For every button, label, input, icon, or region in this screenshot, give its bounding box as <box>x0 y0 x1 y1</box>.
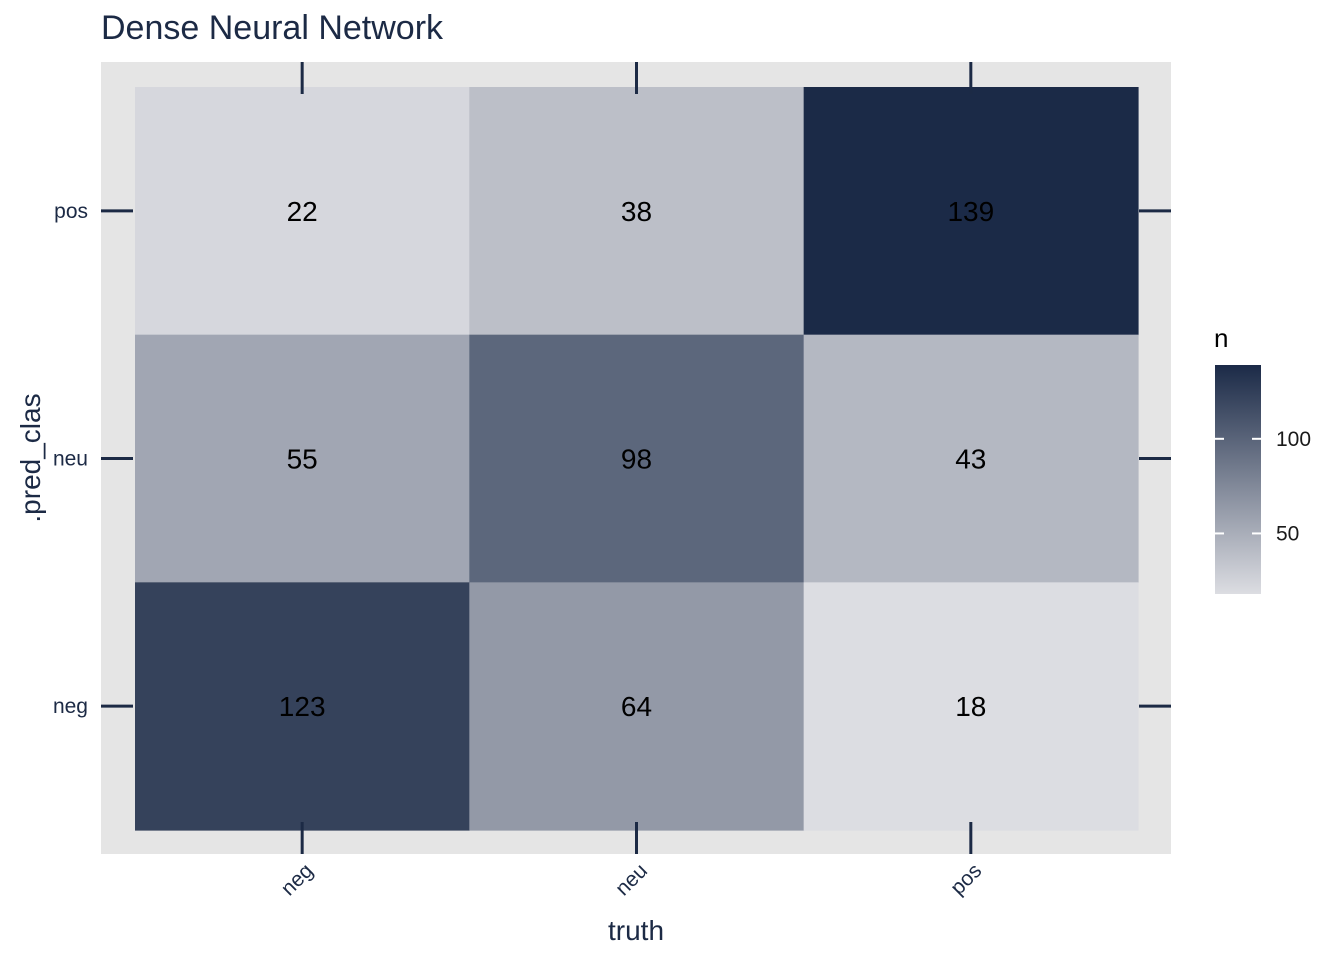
chart-title: Dense Neural Network <box>101 9 444 47</box>
cell-value-label: 38 <box>621 196 652 227</box>
heatmap-cell <box>135 582 470 831</box>
x-axis-title: truth <box>608 915 664 946</box>
cell-value-label: 139 <box>947 196 994 227</box>
cell-value-label: 18 <box>955 691 986 722</box>
x-tick-label: pos <box>946 859 986 899</box>
y-tick-label: neu <box>53 448 88 471</box>
axis-ticks <box>101 62 1171 854</box>
heatmap-cell <box>135 334 470 583</box>
heatmap-cell <box>803 87 1139 336</box>
heatmap-cell <box>469 582 805 831</box>
color-legend: n 50 100 <box>1214 323 1311 594</box>
y-tick-label: neg <box>53 695 88 718</box>
x-tick-label: neg <box>277 859 318 900</box>
cell-value-label: 64 <box>621 691 652 722</box>
heatmap-cell <box>135 87 470 336</box>
y-tick-label: pos <box>54 200 88 223</box>
cell-value-label: 98 <box>621 444 652 475</box>
heatmap-cells: 22 38 139 55 98 43 123 64 18 <box>135 87 1139 831</box>
legend-tick-label: 50 <box>1276 522 1299 545</box>
cell-value-label: 22 <box>287 196 318 227</box>
heatmap-cell <box>469 334 805 583</box>
legend-title: n <box>1214 323 1228 353</box>
legend-tick-label: 100 <box>1276 428 1311 451</box>
x-tick-label: neu <box>611 859 652 900</box>
heatmap-cell <box>803 334 1139 583</box>
heatmap-cell <box>469 87 805 336</box>
cell-value-label: 43 <box>955 444 986 475</box>
legend-color-bar <box>1215 365 1261 594</box>
y-axis-title: .pred_clas <box>15 393 46 522</box>
heatmap-cell <box>803 582 1139 831</box>
cell-value-label: 123 <box>279 691 326 722</box>
cell-value-label: 55 <box>287 444 318 475</box>
